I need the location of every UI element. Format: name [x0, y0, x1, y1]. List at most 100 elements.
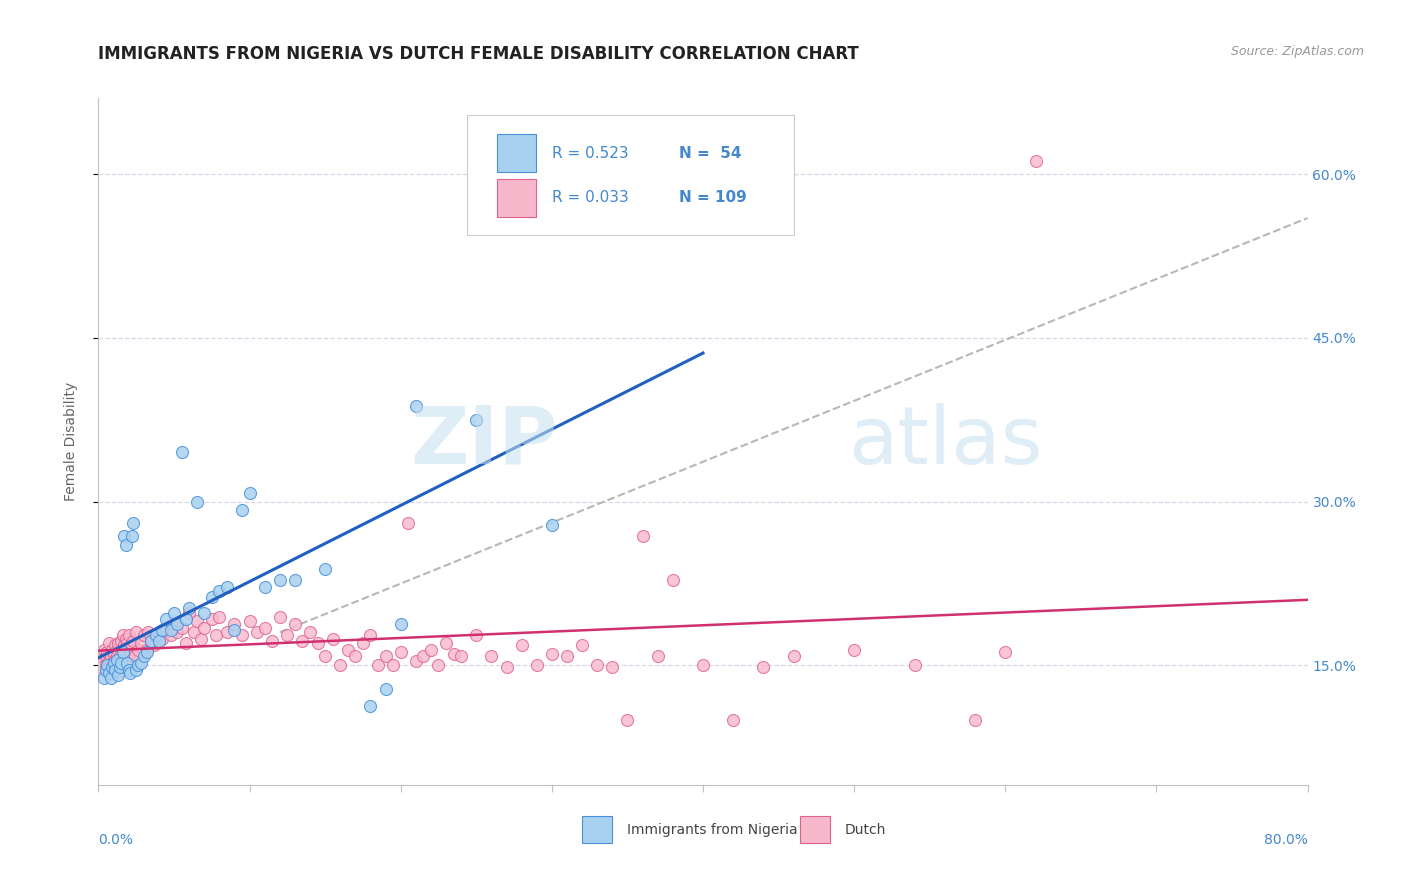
Point [111, 649, 134, 664]
Point [239, 615, 262, 629]
Point [143, 639, 166, 653]
Point [94, 649, 117, 664]
Point [111, 645, 134, 659]
Point [150, 623, 173, 637]
Point [155, 623, 177, 637]
Point [105, 642, 128, 657]
Point [186, 494, 208, 508]
Point [465, 413, 488, 427]
Point [186, 615, 208, 629]
Point [783, 649, 806, 664]
Point [344, 649, 367, 664]
Point [526, 658, 548, 673]
Point [405, 654, 427, 668]
Point [96, 645, 118, 659]
Point [155, 612, 177, 626]
Point [555, 649, 578, 664]
Point [291, 634, 314, 648]
Text: R = 0.033: R = 0.033 [551, 190, 628, 205]
Point [132, 627, 155, 641]
Point [163, 606, 186, 620]
Point [904, 658, 927, 673]
Point [752, 660, 775, 674]
Point [427, 658, 450, 673]
Point [269, 573, 291, 587]
Point [107, 665, 129, 679]
Point [692, 658, 714, 673]
Point [450, 649, 472, 664]
Point [965, 713, 987, 727]
Point [336, 642, 359, 657]
Point [135, 645, 157, 659]
Point [481, 649, 503, 664]
Bar [498, 178, 536, 217]
Point [201, 591, 224, 605]
Point [262, 634, 284, 648]
Bar [498, 134, 536, 172]
Point [132, 649, 155, 664]
Text: Immigrants from Nigeria: Immigrants from Nigeria [627, 822, 797, 837]
Text: N = 109: N = 109 [679, 190, 747, 205]
Point [145, 627, 167, 641]
Point [465, 627, 488, 641]
Point [239, 485, 262, 500]
FancyBboxPatch shape [467, 115, 793, 235]
Point [148, 634, 170, 648]
Point [114, 658, 136, 673]
Point [246, 625, 269, 640]
Point [118, 627, 141, 641]
Point [253, 580, 276, 594]
Point [90, 660, 112, 674]
Point [100, 649, 122, 664]
Point [91, 647, 114, 661]
Point [224, 623, 246, 637]
Point [121, 639, 143, 653]
Point [616, 713, 638, 727]
Text: atlas: atlas [848, 402, 1042, 481]
Point [299, 625, 322, 640]
Point [98, 636, 121, 650]
Point [160, 627, 183, 641]
Point [215, 625, 238, 640]
Point [107, 636, 129, 650]
Point [115, 636, 138, 650]
Text: IMMIGRANTS FROM NIGERIA VS DUTCH FEMALE DISABILITY CORRELATION CHART: IMMIGRANTS FROM NIGERIA VS DUTCH FEMALE … [98, 45, 859, 62]
Point [183, 625, 205, 640]
Point [125, 664, 148, 678]
Point [150, 632, 173, 646]
Point [112, 529, 135, 543]
Point [105, 652, 128, 666]
Point [127, 658, 149, 673]
Point [104, 658, 127, 673]
Point [96, 658, 118, 673]
Point [114, 538, 136, 552]
Point [193, 621, 215, 635]
Point [174, 612, 197, 626]
Bar [582, 816, 613, 843]
Point [208, 583, 231, 598]
Point [389, 645, 412, 659]
Point [118, 664, 141, 678]
Point [104, 664, 127, 678]
Point [174, 636, 197, 650]
Point [193, 606, 215, 620]
Point [121, 529, 143, 543]
Point [101, 642, 124, 657]
Point [101, 660, 124, 674]
Point [98, 654, 121, 668]
Point [127, 642, 149, 657]
Point [231, 627, 253, 641]
Point [103, 656, 125, 670]
Point [374, 681, 396, 696]
Point [105, 649, 128, 664]
Point [100, 658, 122, 673]
Y-axis label: Female Disability: Female Disability [63, 382, 77, 501]
Point [208, 610, 231, 624]
Point [108, 660, 131, 674]
Point [844, 642, 866, 657]
Point [125, 625, 148, 640]
Point [129, 636, 152, 650]
Point [112, 639, 135, 653]
Point [94, 664, 117, 678]
Point [179, 601, 201, 615]
